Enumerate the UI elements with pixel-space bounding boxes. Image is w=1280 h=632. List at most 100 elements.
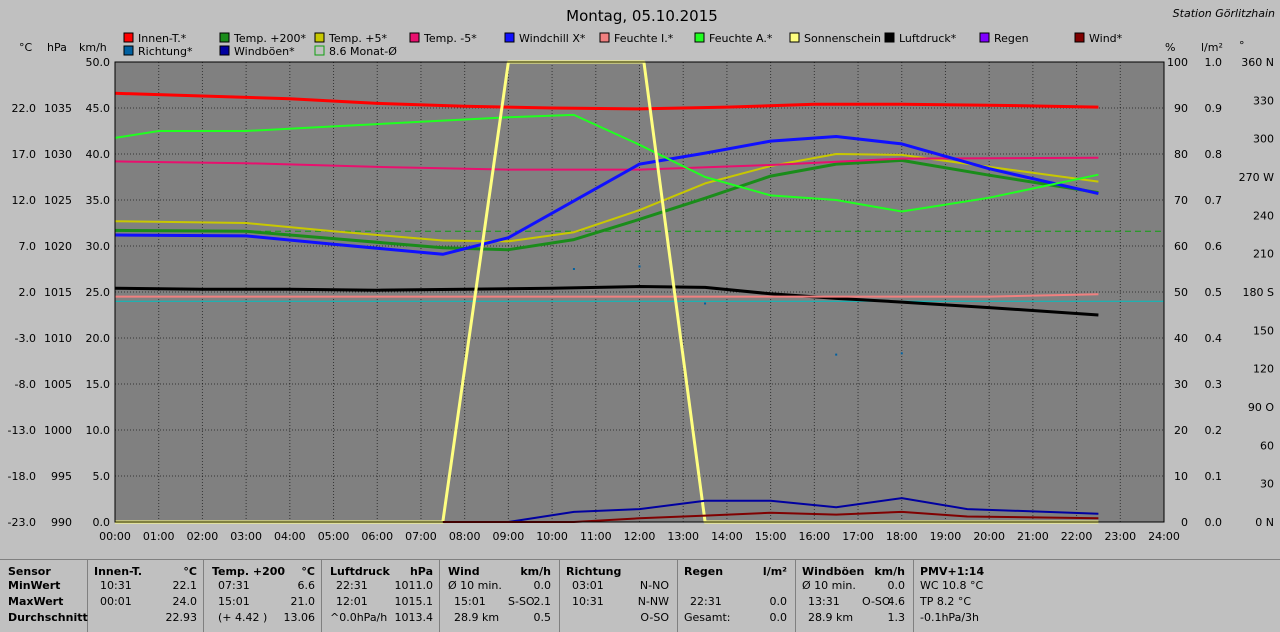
y-tick-deg: 330 (1253, 94, 1274, 107)
stats-temp-unit: °C (301, 565, 315, 578)
x-tick-label: 04:00 (274, 530, 306, 543)
y-tick-deg: 30 (1260, 478, 1274, 491)
x-tick-label: 15:00 (755, 530, 787, 543)
series-feuchte-i (115, 293, 1099, 298)
stats-innen-max-value: 24.0 (172, 595, 198, 608)
y-tick-hpa: 1025 (44, 194, 72, 207)
stats-boen-unit: km/h (874, 565, 905, 578)
y-tick-kmh: 45.0 (86, 102, 111, 115)
y-tick-celsius: -13.0 (8, 424, 36, 437)
legend-label: 8.6 Monat-Ø (329, 45, 397, 58)
legend-label: Regen (994, 32, 1029, 45)
richtung-point (900, 352, 903, 355)
y-tick-percent: 50 (1174, 286, 1188, 299)
y-tick-celsius: 17.0 (12, 148, 37, 161)
stats-druck-title: Luftdruck (330, 565, 390, 578)
x-tick-label: 17:00 (842, 530, 874, 543)
stats-regen-unit: l/m² (762, 565, 787, 578)
y-tick-lm2: 0.8 (1205, 148, 1223, 161)
x-tick-label: 14:00 (711, 530, 743, 543)
legend-label: Temp. +5* (328, 32, 388, 45)
y-tick-hpa: 990 (51, 516, 72, 529)
y-tick-deg: 240 (1253, 209, 1274, 222)
stats-temp-avg-delta: (+ 4.42 ) (218, 611, 268, 624)
stats-innen-min-time: 10:31 (100, 579, 132, 592)
x-tick-label: 06:00 (361, 530, 393, 543)
legend-label: Windchill X* (519, 32, 586, 45)
stats-wind-avg-dist: 28.9 km (454, 611, 500, 624)
y-tick-lm2: 0.9 (1205, 102, 1223, 115)
y-tick-hpa: 1015 (44, 286, 72, 299)
stats-innen-avg-value: 22.93 (165, 611, 198, 624)
legend-swatch (219, 32, 230, 43)
y-tick-kmh: 5.0 (93, 470, 111, 483)
stats-regen-total-label: Gesamt: (684, 611, 731, 624)
legend-swatch (123, 32, 134, 43)
y-tick-deg: 210 (1253, 248, 1274, 261)
legend-swatch (314, 32, 325, 43)
x-tick-label: 01:00 (143, 530, 175, 543)
y-tick-hpa: 1005 (44, 378, 72, 391)
richtung-point (638, 265, 641, 268)
y-tick-percent: 20 (1174, 424, 1188, 437)
y-tick-kmh: 0.0 (93, 516, 111, 529)
legend-swatch (694, 32, 705, 43)
stats-regen-max-value: 0.0 (769, 595, 788, 608)
legend-label: Wind* (1089, 32, 1123, 45)
stats-druck: Luftdruck hPa 22:31 1011.0 12:01 1015.1 ^0.… (322, 560, 440, 632)
legend-label: Innen-T.* (138, 32, 187, 45)
legend-swatch (789, 32, 800, 43)
stats-druck-avg-value: 1013.4 (394, 611, 434, 624)
x-tick-label: 22:00 (1061, 530, 1093, 543)
stats-regen-total-value: 0.0 (769, 611, 788, 624)
y-tick-deg: 120 (1253, 363, 1274, 376)
x-tick-label: 10:00 (536, 530, 568, 543)
stats-temp-title: Temp. +200 (212, 565, 286, 578)
x-tick-label: 21:00 (1017, 530, 1049, 543)
weather-chart: 00:00 01:00 02:00 03:00 04:00 05:00 06:00 07:00… (7, 7, 1276, 543)
y-tick-lm2: 0.3 (1205, 378, 1223, 391)
stats-innen-unit: °C (183, 565, 197, 578)
x-tick-label: 08:00 (449, 530, 481, 543)
stats-temp: Temp. +200 °C 07:31 6.6 15:01 21.0 (+ 4.42 … (204, 560, 322, 632)
y-tick-deg: 60 (1260, 439, 1274, 452)
stats-labels: Sensor MinWert MaxWert Durchschnitt (0, 560, 88, 632)
x-tick-label: 13:00 (667, 530, 699, 543)
unit-hpa: hPa (47, 41, 67, 54)
stats-richtung-avg-value: O-SO (640, 611, 669, 624)
stats-pmv-trend: -0.1hPa/3h (920, 611, 979, 624)
legend-label: Feuchte A.* (709, 32, 773, 45)
legend-swatch (884, 32, 895, 43)
y-tick-deg: 360 N (1241, 56, 1274, 69)
y-tick-celsius: -18.0 (8, 470, 36, 483)
unit-deg: ° (1239, 39, 1245, 52)
x-tick-label: 12:00 (624, 530, 656, 543)
y-tick-percent: 0 (1181, 516, 1188, 529)
x-tick-label: 09:00 (493, 530, 525, 543)
stats-wind-unit: km/h (520, 565, 551, 578)
y-tick-hpa: 1030 (44, 148, 72, 161)
stats-boen-title: Windböen (802, 565, 865, 578)
legend-label: Temp. -5* (423, 32, 477, 45)
stats-boen-max-time: 13:31 (808, 595, 840, 608)
stats-boen-max-dir: O-SO (862, 595, 891, 608)
stats-wind-title: Wind (448, 565, 480, 578)
y-tick-lm2: 0.6 (1205, 240, 1223, 253)
y-tick-deg: 0 N (1255, 516, 1274, 529)
legend-label: Sonnenschein (804, 32, 881, 45)
legend-swatch (979, 32, 990, 43)
y-tick-celsius: -23.0 (8, 516, 36, 529)
y-tick-hpa: 1035 (44, 102, 72, 115)
stats-temp-max-time: 15:01 (218, 595, 250, 608)
unit-percent: % (1165, 41, 1175, 54)
unit-lm2: l/m² (1201, 41, 1223, 54)
stats-pmv-tp: TP 8.2 °C (920, 595, 972, 608)
y-tick-celsius: -8.0 (15, 378, 36, 391)
stats-boen-avg-value: 1.3 (887, 611, 906, 624)
x-tick-label: 23:00 (1104, 530, 1136, 543)
stats-boen-max-value: 4.6 (887, 595, 906, 608)
y-tick-celsius: 22.0 (12, 102, 37, 115)
stats-temp-min-value: 6.6 (297, 579, 316, 592)
x-tick-label: 00:00 (99, 530, 131, 543)
x-tick-label: 16:00 (798, 530, 830, 543)
